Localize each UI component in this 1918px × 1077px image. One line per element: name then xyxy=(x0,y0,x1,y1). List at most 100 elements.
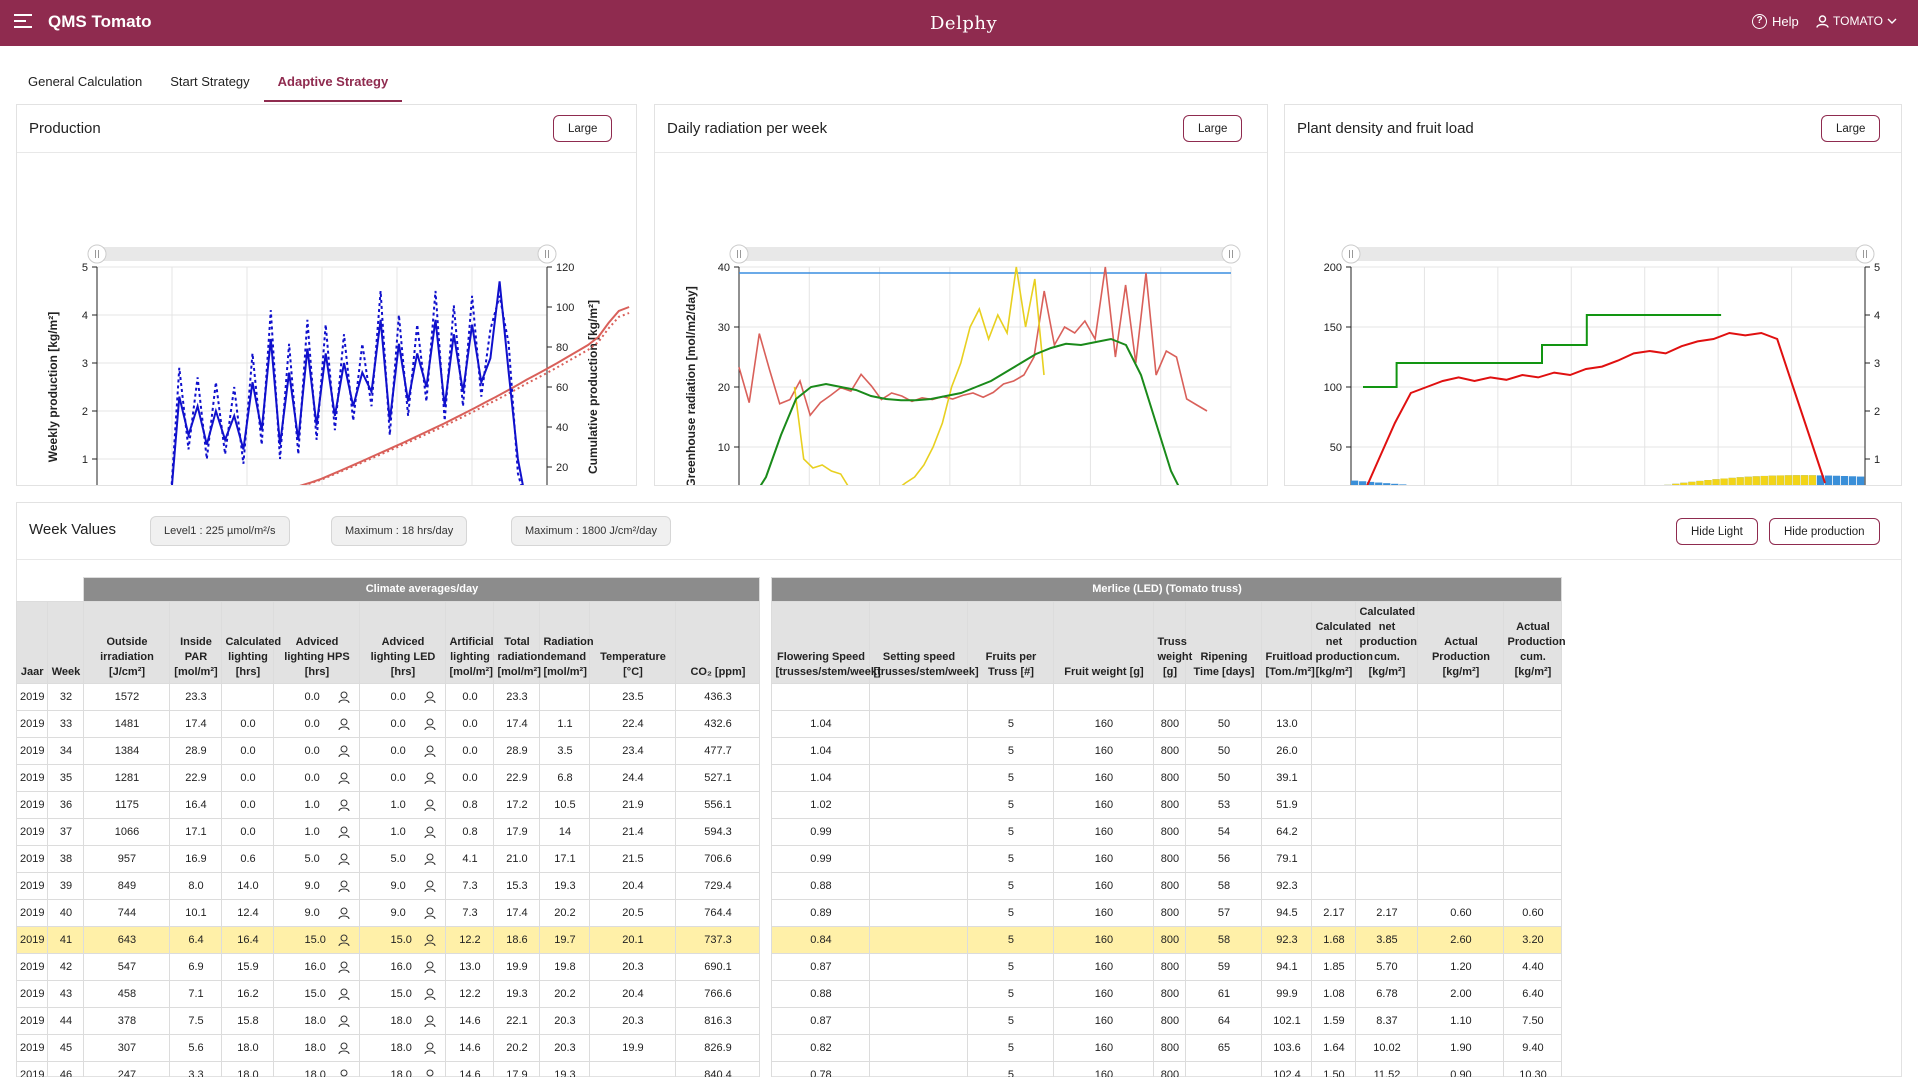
climate-cell[interactable]: 5.0 xyxy=(359,845,447,873)
climate-cell[interactable]: 18.0 xyxy=(359,1034,447,1062)
user-icon[interactable] xyxy=(338,1042,350,1055)
climate-cell[interactable]: 1.0 xyxy=(273,791,361,819)
user-icon[interactable] xyxy=(424,772,436,785)
climate-cell: 0.0 xyxy=(221,737,275,765)
user-icon[interactable] xyxy=(424,826,436,839)
user-menu[interactable]: TOMATO xyxy=(1816,14,1897,28)
user-icon[interactable] xyxy=(338,961,350,974)
table-row: 2019 42 547 6.9 15.9 16.0 16.0 13.0 19.9 19.8 20.3… xyxy=(16,953,1563,981)
climate-cell[interactable]: 16.0 xyxy=(359,953,447,981)
climate-cell[interactable]: 9.0 xyxy=(273,872,361,900)
crop-cell: 4.40 xyxy=(1503,953,1563,981)
climate-cell: 23.3 xyxy=(493,683,541,711)
climate-cell[interactable]: 1.0 xyxy=(359,791,447,819)
crop-cell: 58 xyxy=(1185,926,1263,954)
density-large-button[interactable]: Large xyxy=(1821,115,1881,142)
cell-value: 1.1 xyxy=(557,718,573,730)
user-icon[interactable] xyxy=(424,1042,436,1055)
climate-cell[interactable]: 0.0 xyxy=(359,764,447,792)
radiation-large-button[interactable]: Large xyxy=(1183,115,1243,142)
climate-cell[interactable]: 9.0 xyxy=(273,899,361,927)
climate-cell[interactable]: 1.0 xyxy=(359,818,447,846)
user-icon[interactable] xyxy=(424,853,436,866)
climate-cell: 18.6 xyxy=(493,926,541,954)
crop-cell: 160 xyxy=(1053,1007,1155,1035)
climate-cell[interactable]: 9.0 xyxy=(359,872,447,900)
user-icon[interactable] xyxy=(338,772,350,785)
climate-cell[interactable]: 18.0 xyxy=(359,1061,447,1077)
climate-cell[interactable]: 18.0 xyxy=(359,1007,447,1035)
crop-cell: 5 xyxy=(967,1034,1055,1062)
production-large-button[interactable]: Large xyxy=(553,115,613,142)
user-icon[interactable] xyxy=(338,745,350,758)
user-icon[interactable] xyxy=(338,934,350,947)
user-icon[interactable] xyxy=(424,1015,436,1028)
hide-light-button[interactable]: Hide Light xyxy=(1676,518,1758,545)
user-icon[interactable] xyxy=(424,907,436,920)
climate-cell[interactable]: 1.0 xyxy=(273,818,361,846)
climate-cell[interactable]: 18.0 xyxy=(273,1061,361,1077)
climate-cell[interactable]: 16.0 xyxy=(273,953,361,981)
cell-value: 0.0 xyxy=(462,745,478,757)
user-icon[interactable] xyxy=(338,691,350,704)
user-icon[interactable] xyxy=(338,988,350,1001)
climate-cell[interactable]: 15.0 xyxy=(359,926,447,954)
cell-value: 16.0 xyxy=(390,960,412,973)
climate-cell: 766.6 xyxy=(675,980,761,1008)
climate-cell[interactable]: 0.0 xyxy=(273,737,361,765)
climate-cell[interactable]: 0.0 xyxy=(273,683,361,711)
user-icon[interactable] xyxy=(338,853,350,866)
tab-start-strategy[interactable]: Start Strategy xyxy=(170,74,250,89)
menu-icon[interactable] xyxy=(14,14,32,30)
user-icon[interactable] xyxy=(424,745,436,758)
climate-cell[interactable]: 0.0 xyxy=(359,710,447,738)
user-icon[interactable] xyxy=(424,988,436,1001)
climate-cell[interactable]: 0.0 xyxy=(359,737,447,765)
user-icon[interactable] xyxy=(338,907,350,920)
climate-cell: 6.8 xyxy=(539,764,591,792)
user-icon[interactable] xyxy=(424,691,436,704)
cell-value: 1066 xyxy=(114,826,140,838)
crop-cell: 64 xyxy=(1185,1007,1263,1035)
climate-cell[interactable]: 0.0 xyxy=(273,764,361,792)
crop-cell: 1.02 xyxy=(771,791,871,819)
table-row: 2019 43 458 7.1 16.2 15.0 15.0 12.2 19.3 20.2 20.4… xyxy=(16,980,1563,1008)
user-icon[interactable] xyxy=(424,1069,436,1077)
user-icon[interactable] xyxy=(424,934,436,947)
climate-cell: 20.2 xyxy=(539,980,591,1008)
user-icon[interactable] xyxy=(424,799,436,812)
climate-cell[interactable]: 15.0 xyxy=(273,926,361,954)
climate-cell[interactable]: 18.0 xyxy=(273,1007,361,1035)
crop-cell xyxy=(1417,764,1505,792)
user-icon[interactable] xyxy=(424,718,436,731)
fruit-load-bar xyxy=(1832,475,1841,485)
user-icon[interactable] xyxy=(424,880,436,893)
climate-cell[interactable]: 9.0 xyxy=(359,899,447,927)
cell-value: 17.4 xyxy=(506,907,528,919)
user-icon[interactable] xyxy=(338,799,350,812)
user-icon[interactable] xyxy=(338,1015,350,1028)
climate-cell[interactable]: 0.0 xyxy=(273,710,361,738)
climate-cell[interactable]: 18.0 xyxy=(273,1034,361,1062)
tab-adaptive-strategy[interactable]: Adaptive Strategy xyxy=(263,70,403,102)
cell-value: 15.9 xyxy=(237,961,259,973)
climate-cell: 15.9 xyxy=(221,953,275,981)
climate-cell[interactable]: 15.0 xyxy=(359,980,447,1008)
user-icon[interactable] xyxy=(338,880,350,893)
user-icon[interactable] xyxy=(424,961,436,974)
help-link[interactable]: ? Help xyxy=(1752,14,1799,29)
tab-general-calculation[interactable]: General Calculation xyxy=(28,74,143,89)
hide-production-button[interactable]: Hide production xyxy=(1769,518,1880,545)
cell-value: 0.0 xyxy=(390,744,406,757)
climate-cell[interactable]: 15.0 xyxy=(273,980,361,1008)
cell-value: 737.3 xyxy=(704,934,732,946)
user-icon[interactable] xyxy=(338,826,350,839)
climate-cell[interactable]: 0.0 xyxy=(359,683,447,711)
climate-cell[interactable]: 5.0 xyxy=(273,845,361,873)
user-icon[interactable] xyxy=(338,1069,350,1077)
crop-cell xyxy=(1417,737,1505,765)
crop-cell: 1.08 xyxy=(1311,980,1357,1008)
crop-cell xyxy=(869,683,969,711)
cell-value: 16.4 xyxy=(237,934,259,946)
user-icon[interactable] xyxy=(338,718,350,731)
